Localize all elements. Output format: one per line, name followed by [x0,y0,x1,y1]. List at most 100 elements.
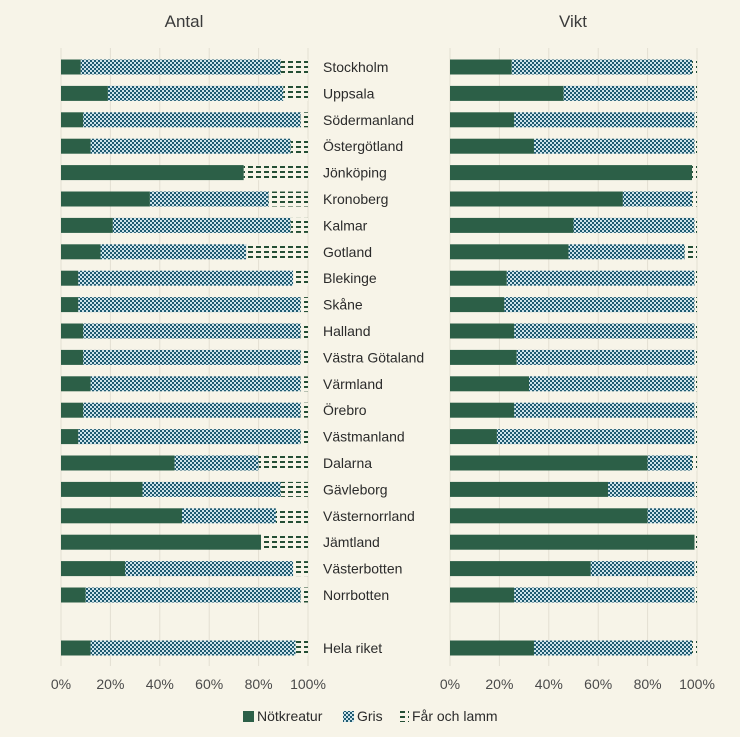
bar-gris-blekinge [506,270,695,286]
bar-far-och-lamm-kalmar [694,217,697,233]
category-label-sodermanland: Södermanland [323,112,414,128]
category-label-skane: Skåne [323,297,363,313]
bar-notkreatur-gavleborg [61,481,143,497]
bar-far-och-lamm-norrbotten [694,587,697,603]
bar-gris-gavleborg [142,481,281,497]
x-tick-label: 60% [584,676,612,692]
bar-far-och-lamm-varmland [300,376,308,392]
bar-far-och-lamm-blekinge [293,270,308,286]
bar-notkreatur-vasterbotten [450,561,591,577]
legend-label-notkreatur: Nötkreatur [257,708,323,724]
bar-notkreatur-sodermanland [450,112,515,128]
bar-gris-ostergotland [533,138,695,154]
bar-notkreatur-vastra-gotaland [450,349,517,365]
bar-gris-kalmar [573,217,695,233]
x-tick-label: 40% [535,676,563,692]
x-tick-label: 20% [96,676,124,692]
bar-far-och-lamm-gavleborg [694,481,697,497]
bar-notkreatur-skane [450,297,505,313]
bar-gris-gavleborg [608,481,695,497]
bar-notkreatur-stockholm [450,59,512,75]
legend-swatch-gris [343,711,354,722]
category-label-gotland: Gotland [323,244,372,260]
bar-gris-skane [504,297,695,313]
bar-gris-dalarna [647,455,693,471]
bar-notkreatur-dalarna [450,455,648,471]
bar-notkreatur-varmland [61,376,91,392]
bar-far-och-lamm-halland [694,323,697,339]
bar-far-och-lamm-skane [300,297,308,313]
bar-gris-orebro [514,402,695,418]
bar-gris-norrbotten [85,587,301,603]
bar-far-och-lamm-vastmanland [300,429,308,445]
category-label-varmland: Värmland [323,376,383,392]
bar-notkreatur-kalmar [450,217,574,233]
bar-gris-stockholm [511,59,693,75]
bar-notkreatur-norrbotten [61,587,86,603]
category-label-halland: Halland [323,323,370,339]
chart-title: Vikt [559,12,587,31]
bar-notkreatur-blekinge [61,270,79,286]
bar-gris-uppsala [563,85,695,101]
x-tick-label: 100% [290,676,326,692]
bar-far-och-lamm-halland [300,323,308,339]
bar-gris-dalarna [174,455,259,471]
bar-notkreatur-uppsala [450,85,564,101]
bar-far-och-lamm-sodermanland [694,112,697,128]
legend-swatch-far-och-lamm [398,711,409,722]
bar-far-och-lamm-dalarna [258,455,308,471]
bar-gris-sodermanland [514,112,695,128]
bar-notkreatur-ostergotland [61,138,91,154]
bar-notkreatur-halland [61,323,84,339]
bar-far-och-lamm-dalarna [692,455,697,471]
category-label-norrbotten: Norrbotten [323,587,389,603]
bar-notkreatur-orebro [61,402,84,418]
bar-far-och-lamm-gotland [684,244,697,260]
bar-far-och-lamm-hela-riket [295,640,308,656]
x-tick-label: 0% [440,676,460,692]
bar-gris-uppsala [107,85,284,101]
bar-far-och-lamm-kronoberg [268,191,308,207]
chart-title: Antal [165,12,204,31]
bar-far-och-lamm-vasternorrland [694,508,697,524]
bar-gris-vasterbotten [590,561,695,577]
bar-gris-vastra-gotaland [516,349,695,365]
bar-gris-varmland [529,376,695,392]
bar-gris-varmland [90,376,301,392]
bar-far-och-lamm-stockholm [692,59,697,75]
bar-far-och-lamm-kronoberg [692,191,697,207]
bar-gris-kronoberg [149,191,269,207]
category-label-blekinge: Blekinge [323,270,377,286]
bar-notkreatur-stockholm [61,59,81,75]
bar-gris-kalmar [112,217,291,233]
bar-gris-blekinge [78,270,294,286]
category-label-vastmanland: Västmanland [323,429,405,445]
category-label-jamtland: Jämtland [323,534,380,550]
category-label-hela-riket: Hela riket [323,640,382,656]
bar-gris-vasternorrland [647,508,695,524]
bar-gris-vastra-gotaland [83,349,301,365]
bar-notkreatur-kalmar [61,217,113,233]
bar-notkreatur-vasternorrland [61,508,183,524]
bar-far-och-lamm-varmland [694,376,697,392]
bar-notkreatur-halland [450,323,515,339]
bar-far-och-lamm-orebro [300,402,308,418]
category-label-ostergotland: Östergötland [323,137,403,154]
category-label-uppsala: Uppsala [323,85,375,101]
x-tick-label: 0% [51,676,71,692]
legend-label-gris: Gris [357,708,383,724]
bar-far-och-lamm-jamtland [261,534,308,550]
bar-gris-skane [78,297,301,313]
bar-notkreatur-gotland [450,244,569,260]
bar-gris-gotland [568,244,685,260]
bar-gris-hela-riket [533,640,693,656]
bar-far-och-lamm-vasterbotten [293,561,308,577]
bar-notkreatur-vastmanland [450,429,497,445]
bar-notkreatur-dalarna [61,455,175,471]
bar-far-och-lamm-uppsala [283,85,308,101]
bar-far-och-lamm-norrbotten [300,587,308,603]
bar-far-och-lamm-blekinge [694,270,697,286]
bar-gris-gotland [100,244,247,260]
legend: Nötkreatur Gris Får och lamm [243,708,498,724]
